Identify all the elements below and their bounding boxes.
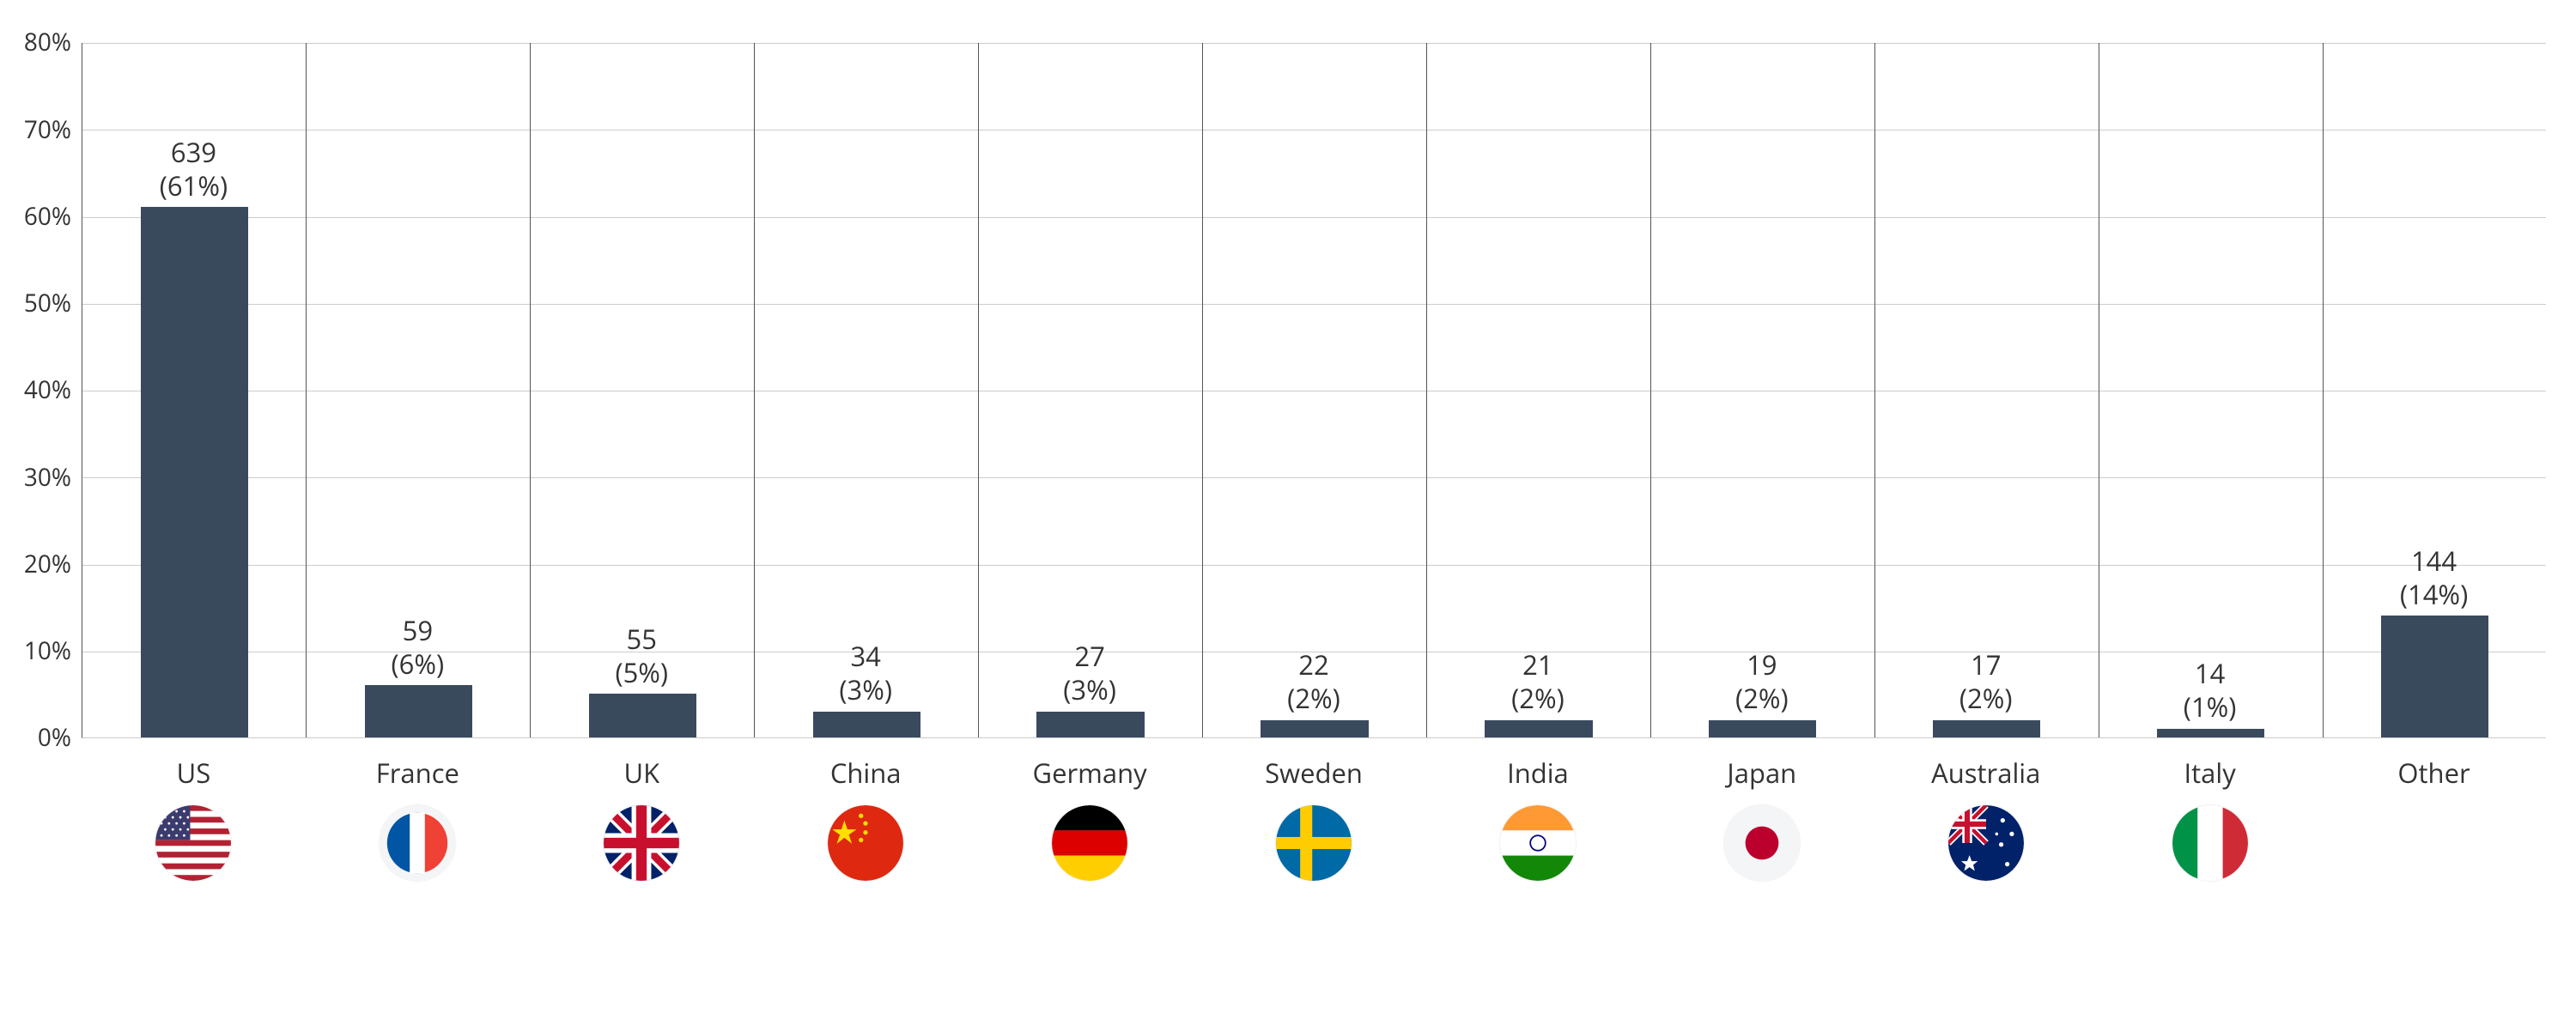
bar-percent: (5%) xyxy=(530,657,754,690)
us-flag-icon xyxy=(155,805,231,881)
x-tick-label: India xyxy=(1425,755,1649,792)
bar-count: 59 xyxy=(306,615,530,648)
bar-label: 34(3%) xyxy=(754,640,978,707)
bar-percent: (2%) xyxy=(1874,682,2098,716)
bar-percent: (14%) xyxy=(2322,579,2546,612)
bar-italy xyxy=(2157,729,2264,737)
bar-label: 144(14%) xyxy=(2322,545,2546,612)
bar-percent: (61%) xyxy=(82,170,306,203)
column-divider xyxy=(978,43,979,737)
column-divider xyxy=(1202,43,1203,737)
column-divider xyxy=(754,43,755,737)
bar-count: 55 xyxy=(530,623,754,657)
bar-percent: (6%) xyxy=(306,648,530,682)
y-tick-label: 70% xyxy=(0,113,71,146)
gridline xyxy=(82,477,2546,478)
y-tick-label: 50% xyxy=(0,287,71,319)
y-tick-label: 20% xyxy=(0,548,71,580)
bar-label: 639(61%) xyxy=(82,136,306,203)
gridline xyxy=(82,43,2546,44)
y-tick-label: 80% xyxy=(0,26,71,58)
fr-flag-icon xyxy=(380,805,455,881)
bar-france xyxy=(365,685,472,737)
bar-australia xyxy=(1933,720,2040,737)
x-tick-label: Australia xyxy=(1874,755,2098,792)
gridline xyxy=(82,565,2546,566)
au-flag-icon xyxy=(1948,805,2024,881)
bar-label: 55(5%) xyxy=(530,623,754,690)
bar-label: 14(1%) xyxy=(2098,658,2322,725)
x-tick-label: Sweden xyxy=(1202,755,1426,792)
bar-count: 19 xyxy=(1649,649,1874,682)
gridline xyxy=(82,217,2546,218)
y-tick-label: 60% xyxy=(0,200,71,233)
bar-percent: (2%) xyxy=(1202,682,1426,716)
bar-us xyxy=(141,207,248,737)
cn-flag-icon xyxy=(828,805,903,881)
bar-label: 19(2%) xyxy=(1649,649,1874,716)
x-tick-label: Germany xyxy=(978,755,1202,792)
bar-other xyxy=(2381,616,2488,737)
jp-flag-icon xyxy=(1724,805,1800,881)
x-tick-label: France xyxy=(306,755,530,792)
column-divider xyxy=(1874,43,1875,737)
x-tick-label: US xyxy=(82,755,306,792)
column-divider xyxy=(2323,43,2324,737)
bar-label: 21(2%) xyxy=(1425,649,1649,716)
it-flag-icon xyxy=(2172,805,2248,881)
bar-percent: (3%) xyxy=(754,674,978,707)
gridline xyxy=(82,304,2546,305)
bar-count: 14 xyxy=(2098,658,2322,691)
bar-label: 27(3%) xyxy=(978,640,1202,707)
x-tick-label: UK xyxy=(530,755,754,792)
y-tick-label: 0% xyxy=(0,721,71,754)
bar-percent: (3%) xyxy=(978,674,1202,707)
de-flag-icon xyxy=(1052,805,1127,881)
y-tick-label: 40% xyxy=(0,373,71,406)
bar-percent: (1%) xyxy=(2098,691,2322,725)
bar-china xyxy=(813,712,920,737)
country-bar-chart: 0%10%20%30%40%50%60%70%80%639(61%)US59(6… xyxy=(0,0,2576,1013)
y-tick-label: 10% xyxy=(0,634,71,667)
column-divider xyxy=(1426,43,1427,737)
bar-label: 59(6%) xyxy=(306,615,530,682)
y-tick-label: 30% xyxy=(0,461,71,494)
bar-count: 21 xyxy=(1425,649,1649,682)
x-tick-label: China xyxy=(754,755,978,792)
bar-label: 22(2%) xyxy=(1202,649,1426,716)
bar-count: 27 xyxy=(978,640,1202,674)
bar-label: 17(2%) xyxy=(1874,649,2098,716)
bar-japan xyxy=(1709,720,1816,737)
bar-germany xyxy=(1036,712,1144,737)
bar-count: 144 xyxy=(2322,545,2546,579)
column-divider xyxy=(1650,43,1651,737)
x-tick-label: Italy xyxy=(2098,755,2322,792)
bar-count: 639 xyxy=(82,136,306,170)
x-tick-label: Other xyxy=(2322,755,2546,792)
se-flag-icon xyxy=(1276,805,1352,881)
bar-count: 17 xyxy=(1874,649,2098,682)
bar-percent: (2%) xyxy=(1425,682,1649,716)
in-flag-icon xyxy=(1500,805,1576,881)
bar-count: 22 xyxy=(1202,649,1426,682)
bar-india xyxy=(1485,720,1592,737)
bar-percent: (2%) xyxy=(1649,682,1874,716)
x-tick-label: Japan xyxy=(1649,755,1874,792)
bar-count: 34 xyxy=(754,640,978,674)
uk-flag-icon xyxy=(604,805,679,881)
bar-sweden xyxy=(1261,720,1368,737)
bar-uk xyxy=(589,694,696,737)
